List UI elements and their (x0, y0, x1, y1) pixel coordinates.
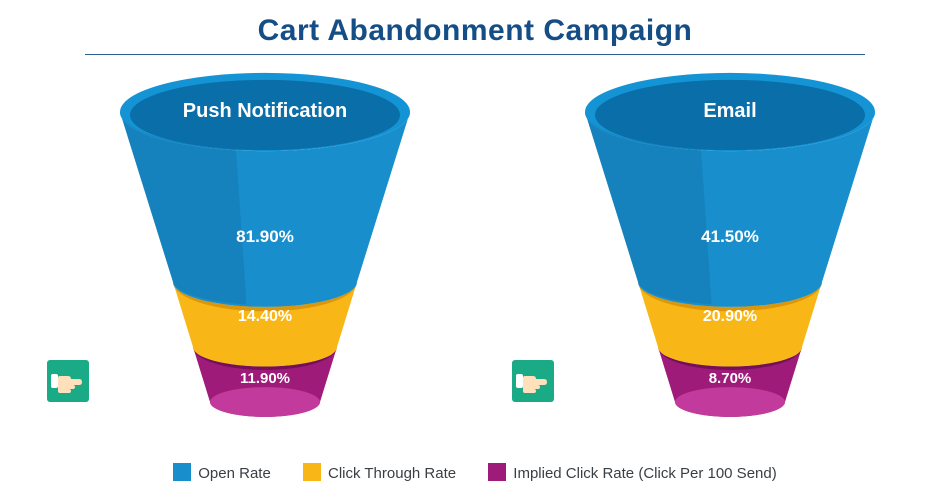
legend-item-implied-click-rate: Implied Click Rate (Click Per 100 Send) (488, 463, 776, 482)
funnel-title: Email (560, 100, 900, 123)
funnel-value-open-rate: 41.50% (560, 227, 900, 247)
funnel-area: Push Notification 81.90% 14.40% 11.90% E… (0, 72, 950, 442)
funnel-value-implied-click-rate: 11.90% (95, 370, 435, 387)
chart-legend: Open Rate Click Through Rate Implied Cli… (0, 463, 950, 482)
legend-item-click-through-rate: Click Through Rate (303, 463, 456, 482)
legend-item-open-rate: Open Rate (173, 463, 271, 482)
funnel-push-notification: Push Notification 81.90% 14.40% 11.90% (95, 72, 435, 432)
chart-title: Cart Abandonment Campaign (0, 0, 950, 48)
legend-label: Open Rate (198, 465, 271, 482)
title-underline (85, 54, 865, 55)
legend-swatch (303, 463, 321, 481)
pointing-hand-icon (47, 360, 89, 402)
funnel-title: Push Notification (95, 100, 435, 123)
funnel-value-implied-click-rate: 8.70% (560, 370, 900, 387)
funnel-email: Email 41.50% 20.90% 8.70% (560, 72, 900, 432)
legend-label: Click Through Rate (328, 465, 456, 482)
funnel-value-click-through-rate: 20.90% (560, 308, 900, 326)
legend-swatch (488, 463, 506, 481)
legend-swatch (173, 463, 191, 481)
funnel-value-click-through-rate: 14.40% (95, 308, 435, 326)
legend-label: Implied Click Rate (Click Per 100 Send) (513, 465, 776, 482)
pointing-hand-icon (512, 360, 554, 402)
funnel-value-open-rate: 81.90% (95, 227, 435, 247)
